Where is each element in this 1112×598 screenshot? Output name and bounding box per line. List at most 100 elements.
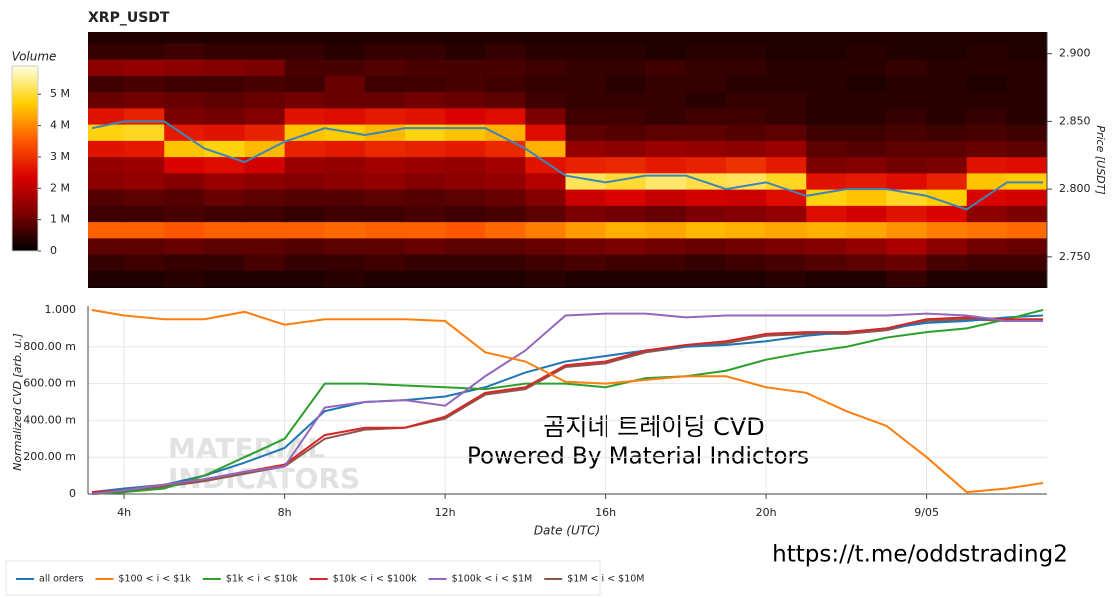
- heatmap-cell: [565, 107, 607, 125]
- heatmap-cell: [605, 91, 647, 109]
- heatmap-cell: [88, 205, 125, 223]
- heatmap-cell: [164, 156, 205, 174]
- heatmap-cell: [806, 140, 847, 158]
- heatmap-cell: [244, 91, 286, 109]
- heatmap-cell: [525, 270, 566, 288]
- heatmap-cell: [766, 32, 807, 44]
- heatmap-cell: [565, 270, 607, 288]
- heatmap-cell: [565, 189, 607, 206]
- heatmap-cell: [284, 32, 326, 44]
- heatmap-cell: [725, 254, 767, 271]
- heatmap-cell: [164, 237, 205, 255]
- series-line: [91, 309, 1044, 495]
- x-tick-label: 12h: [435, 506, 456, 519]
- heatmap-cell: [124, 221, 165, 239]
- heatmap-cell: [525, 42, 566, 60]
- heatmap-cell: [1006, 107, 1047, 125]
- heatmap-cell: [324, 91, 366, 109]
- legend-label: $100 < i < $1k: [118, 574, 191, 585]
- heatmap-cell: [485, 221, 526, 239]
- heatmap-cell: [485, 42, 526, 60]
- y-tick-label: 400.00 m: [23, 413, 76, 426]
- heatmap-cell: [685, 237, 727, 255]
- heatmap-cell: [485, 124, 526, 141]
- heatmap-cell: [284, 91, 326, 109]
- heatmap-cell: [605, 205, 647, 223]
- heatmap-cell: [445, 124, 486, 141]
- heatmap-cell: [404, 254, 446, 271]
- heatmap-cell: [926, 205, 968, 223]
- heatmap-cell: [565, 32, 607, 44]
- heatmap-cell: [685, 189, 727, 206]
- heatmap-cell: [204, 42, 245, 60]
- heatmap-cell: [1006, 172, 1047, 190]
- cvd-axis-label: Normalized CVD [arb. u.]: [11, 333, 24, 471]
- heatmap-cell: [886, 140, 928, 158]
- y-tick-label: 200.00 m: [23, 450, 76, 463]
- heatmap-cell: [966, 59, 1008, 76]
- heatmap-cell: [886, 42, 928, 60]
- heatmap-cell: [846, 124, 887, 141]
- heatmap-cell: [605, 124, 647, 141]
- colorbar-tick-label: 3 M: [50, 150, 70, 163]
- x-tick-label: 4h: [117, 506, 131, 519]
- heatmap-cell: [846, 140, 887, 158]
- heatmap-cell: [725, 205, 767, 223]
- heatmap-cell: [364, 75, 406, 93]
- heatmap-cell: [164, 75, 205, 93]
- heatmap-cell: [966, 156, 1008, 174]
- heatmap-cell: [565, 124, 607, 141]
- heatmap-cell: [886, 254, 928, 271]
- heatmap-cell: [685, 75, 727, 93]
- heatmap-cell: [284, 107, 326, 125]
- heatmap-cell: [204, 107, 245, 125]
- heatmap-cell: [725, 172, 767, 190]
- heatmap-cell: [204, 189, 245, 206]
- heatmap-cell: [966, 189, 1008, 206]
- heatmap-cell: [565, 140, 607, 158]
- colorbar-tick-label: 5 M: [50, 87, 70, 100]
- series-line: [91, 309, 1044, 494]
- heatmap-cell: [124, 91, 165, 109]
- heatmap-cell: [525, 75, 566, 93]
- heatmap-cell: [766, 237, 807, 255]
- legend-label: $100k < i < $1M: [452, 574, 533, 585]
- heatmap-cell: [445, 59, 486, 76]
- heatmap-cell: [1006, 140, 1047, 158]
- heatmap-cell: [605, 107, 647, 125]
- heatmap-cell: [926, 172, 968, 190]
- heatmap-cell: [926, 140, 968, 158]
- heatmap-cell: [966, 172, 1008, 190]
- heatmap-cell: [886, 205, 928, 223]
- heatmap-cell: [645, 189, 687, 206]
- heatmap-cell: [926, 270, 968, 288]
- heatmap-cell: [404, 172, 446, 190]
- heatmap-cell: [645, 205, 687, 223]
- heatmap-cell: [1006, 75, 1047, 93]
- heatmap-cell: [404, 91, 446, 109]
- heatmap-cell: [445, 205, 486, 223]
- heatmap-cell: [605, 140, 647, 158]
- heatmap-cell: [445, 140, 486, 158]
- heatmap-cell: [364, 140, 406, 158]
- heatmap-cell: [806, 221, 847, 239]
- price-tick-label: 2.800: [1059, 182, 1091, 195]
- heatmap-cell: [284, 75, 326, 93]
- heatmap-cell: [124, 75, 165, 93]
- heatmap-cell: [404, 189, 446, 206]
- heatmap-cell: [886, 107, 928, 125]
- heatmap-cell: [404, 75, 446, 93]
- price-tick-label: 2.850: [1059, 114, 1091, 127]
- heatmap-cell: [124, 59, 165, 76]
- heatmap-cell: [685, 59, 727, 76]
- legend-label: $10k < i < $100k: [333, 574, 417, 585]
- heatmap-cell: [324, 32, 366, 44]
- heatmap-cell: [88, 172, 125, 190]
- heatmap-cell: [806, 42, 847, 60]
- heatmap-cell: [565, 75, 607, 93]
- heatmap-cell: [926, 221, 968, 239]
- heatmap-cell: [204, 32, 245, 44]
- heatmap-cell: [725, 237, 767, 255]
- heatmap-cell: [324, 59, 366, 76]
- heatmap-cell: [685, 221, 727, 239]
